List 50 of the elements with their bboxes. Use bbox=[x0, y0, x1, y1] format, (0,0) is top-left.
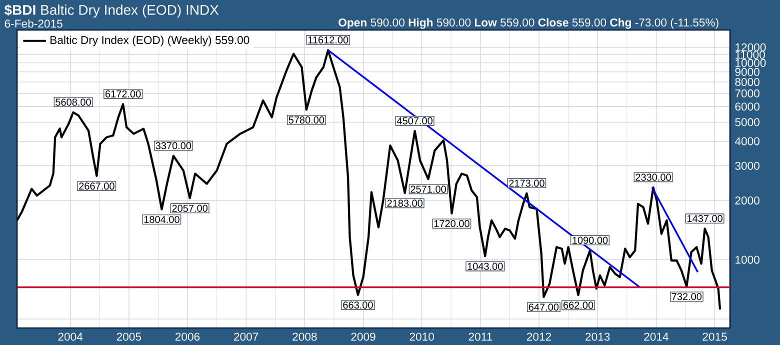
y-tick-label: 8000 bbox=[735, 78, 760, 86]
annotation: 2057.00 bbox=[172, 204, 208, 212]
annotation: 2173.00 bbox=[509, 180, 544, 187]
y-tick-label: 12000 bbox=[736, 43, 766, 52]
x-tick-label: 2014 bbox=[644, 332, 668, 341]
annotation: 1720.00 bbox=[434, 220, 470, 228]
annotation: 732.00 bbox=[672, 293, 702, 300]
annotation: 2183.00 bbox=[387, 200, 423, 207]
legend-label: Baltic Dry Index (EOD) (Weekly) 559.00 bbox=[50, 36, 250, 46]
x-tick-label: 2005 bbox=[116, 332, 142, 341]
x-tick-label: 2012 bbox=[526, 332, 552, 341]
x-tick-label: 2013 bbox=[586, 332, 610, 341]
x-tick-label: 2009 bbox=[351, 332, 376, 341]
x-tick-label: 2006 bbox=[175, 332, 200, 341]
x-tick-label: 2008 bbox=[292, 332, 317, 341]
annotation: 1043.00 bbox=[468, 262, 503, 270]
annotation: 647.00 bbox=[528, 304, 559, 311]
line-series bbox=[17, 49, 722, 311]
annotation: 4507.00 bbox=[396, 117, 432, 124]
y-tick-label: 10000 bbox=[736, 58, 766, 67]
annotation: 5780.00 bbox=[288, 116, 324, 124]
y-tick-label: 2000 bbox=[735, 196, 760, 204]
x-tick-label: 2010 bbox=[410, 332, 434, 341]
annotation: 1437.00 bbox=[687, 214, 722, 222]
annotation: 6172.00 bbox=[105, 90, 141, 98]
y-tick-label: 1000 bbox=[736, 256, 760, 264]
y-tick-label: 3000 bbox=[735, 162, 760, 170]
y-tick-label: 7000 bbox=[735, 89, 760, 98]
y-tick-label: 11000 bbox=[736, 50, 765, 59]
x-tick-label: 2015 bbox=[702, 332, 727, 341]
chart-subtitle: 6-Feb-2015 bbox=[4, 19, 62, 28]
annotation: 1804.00 bbox=[144, 216, 180, 224]
chart-title: $BDI Baltic Dry Index (EOD) INDX bbox=[4, 4, 219, 18]
annotation: 2571.00 bbox=[410, 186, 446, 193]
annotation: 662.00 bbox=[563, 302, 594, 309]
x-tick-label: 2007 bbox=[234, 332, 258, 341]
annotation: 2667.00 bbox=[79, 182, 114, 190]
annotation: 5608.00 bbox=[56, 98, 91, 106]
annotation: 1090.00 bbox=[572, 236, 608, 244]
annotation: 663.00 bbox=[343, 302, 373, 309]
y-tick-label: 6000 bbox=[735, 102, 760, 111]
text: Open 590.00 High 590.00 Low 559.00 Close 559.00 Chg -73.00 (-11.55%) bbox=[338, 18, 718, 29]
annotation: 2330.00 bbox=[636, 174, 671, 181]
x-tick-label: 2004 bbox=[58, 332, 83, 341]
annotation: 3370.00 bbox=[156, 142, 192, 150]
y-tick-label: 5000 bbox=[735, 118, 760, 126]
y-tick-label: 9000 bbox=[735, 68, 760, 76]
x-tick-label: 2011 bbox=[468, 332, 492, 341]
annotation: 11612.00 bbox=[308, 36, 348, 44]
y-tick-label: 4000 bbox=[734, 137, 760, 146]
